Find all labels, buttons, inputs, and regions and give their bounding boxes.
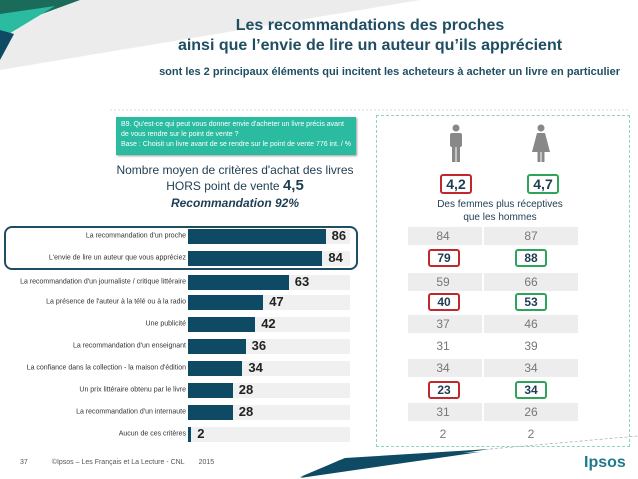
women-average: 4,7 bbox=[527, 174, 559, 194]
bar-row: Une publicité 42 bbox=[0, 314, 360, 334]
woman-icon bbox=[532, 124, 550, 162]
bar bbox=[188, 229, 326, 244]
women-value: 34 bbox=[515, 381, 547, 399]
bar-label: La recommandation d'un journaliste / cri… bbox=[20, 278, 186, 286]
bar-row: La recommandation d'un proche 86 bbox=[0, 226, 360, 246]
bar-label: La recommandation d'un internaute bbox=[76, 408, 186, 416]
table-cell-bg bbox=[408, 315, 482, 333]
bar-label: Un prix littéraire obtenu par le livre bbox=[79, 386, 186, 394]
men-value: 2 bbox=[439, 427, 447, 441]
page-number: 37 bbox=[20, 459, 28, 466]
men-value: 34 bbox=[436, 361, 450, 375]
recommendation-rate: Recommandation 92% bbox=[170, 196, 300, 210]
question-text: B9. Qu'est-ce qui peut vous donner envie… bbox=[121, 121, 344, 138]
bar-value: 36 bbox=[251, 338, 267, 353]
table-cell-bg bbox=[484, 273, 578, 291]
table-cell-bg bbox=[484, 227, 578, 245]
table-cell-bg bbox=[408, 403, 482, 421]
bar-value: 86 bbox=[331, 228, 347, 243]
men-value: 31 bbox=[436, 339, 450, 353]
title-line-2: ainsi que l’envie de lire un auteur qu’i… bbox=[177, 37, 563, 54]
average-criteria: Nombre moyen de critères d'achat des liv… bbox=[110, 162, 360, 194]
table-cell-bg bbox=[408, 273, 482, 291]
gender-note-2: que les hommes bbox=[463, 212, 537, 223]
gender-panel bbox=[376, 115, 630, 447]
footer: 37 ©Ipsos – Les Français et La Lecture - … bbox=[20, 459, 214, 466]
table-cell-bg bbox=[484, 359, 578, 377]
bar bbox=[188, 361, 243, 376]
bar bbox=[188, 275, 289, 290]
footer-year: 2015 bbox=[198, 459, 215, 466]
women-value: 46 bbox=[524, 317, 538, 331]
women-value: 88 bbox=[515, 249, 547, 267]
men-value: 59 bbox=[436, 275, 450, 289]
bar-value: 34 bbox=[248, 360, 263, 375]
women-value: 87 bbox=[524, 229, 538, 243]
table-cell-bg bbox=[484, 315, 578, 333]
bar bbox=[188, 383, 233, 398]
gender-note-1: Des femmes plus réceptives bbox=[437, 199, 563, 210]
bar bbox=[188, 339, 246, 354]
bar-value: 2 bbox=[197, 426, 205, 441]
women-value: 26 bbox=[524, 405, 538, 419]
bar-label: L'envie de lire un auteur que vous appré… bbox=[48, 254, 186, 262]
men-value: 37 bbox=[436, 317, 450, 331]
bar-value: 28 bbox=[238, 404, 254, 419]
footer-source: ©Ipsos – Les Français et La Lecture - CN… bbox=[51, 459, 185, 466]
bar bbox=[188, 317, 256, 332]
women-value: 34 bbox=[524, 361, 538, 375]
table-cell-bg bbox=[408, 359, 482, 377]
bar bbox=[188, 427, 192, 442]
women-value: 2 bbox=[527, 427, 535, 441]
bar bbox=[188, 251, 323, 266]
gender-note: Des femmes plus réceptives que les hommes bbox=[380, 198, 620, 224]
bar-row: L'envie de lire un auteur que vous appré… bbox=[0, 248, 360, 268]
question-base: Base : Choisit un livre avant de se rend… bbox=[121, 141, 351, 148]
bar-label: Aucun de ces critères bbox=[118, 430, 186, 438]
highlight-frame bbox=[4, 226, 358, 270]
ipsos-logo: Ipsos bbox=[584, 454, 626, 471]
men-value: 79 bbox=[428, 249, 460, 267]
bar bbox=[188, 405, 233, 420]
avg-label-2: HORS point de vente bbox=[166, 179, 280, 193]
avg-value: 4,5 bbox=[282, 177, 304, 194]
men-average: 4,2 bbox=[440, 174, 472, 194]
table-cell-bg bbox=[484, 403, 578, 421]
bar-row: La recommandation d'un internaute 28 bbox=[0, 402, 360, 422]
bar-value: 63 bbox=[294, 274, 310, 289]
page-title: Les recommandations des proches ainsi que… bbox=[120, 16, 620, 56]
man-icon bbox=[450, 124, 462, 162]
bar-row: La recommandation d'un journaliste / cri… bbox=[0, 272, 360, 292]
question-box: B9. Qu'est-ce qui peut vous donner envie… bbox=[116, 117, 356, 155]
bar-track bbox=[188, 427, 350, 442]
bar-label: La recommandation d'un enseignant bbox=[72, 342, 186, 350]
bar-label: La présence de l'auteur à la télé ou à l… bbox=[46, 298, 186, 306]
bar-value: 84 bbox=[328, 250, 343, 265]
women-value: 66 bbox=[524, 275, 538, 289]
men-value: 84 bbox=[436, 229, 450, 243]
avg-label-1: Nombre moyen de critères d'achat des liv… bbox=[116, 163, 354, 177]
subtitle: sont les 2 principaux éléments qui incit… bbox=[159, 66, 620, 78]
table-cell-bg bbox=[408, 227, 482, 245]
bar bbox=[188, 295, 264, 310]
bar-row: Aucun de ces critères 2 bbox=[0, 424, 360, 444]
bar-label: La confiance dans la collection - la mai… bbox=[26, 364, 186, 372]
men-value: 40 bbox=[428, 293, 460, 311]
bar-value: 42 bbox=[261, 316, 276, 331]
bar-row: La confiance dans la collection - la mai… bbox=[0, 358, 360, 378]
bar-label: La recommandation d'un proche bbox=[85, 232, 186, 240]
bar-value: 28 bbox=[238, 382, 254, 397]
bar-value: 47 bbox=[269, 294, 284, 309]
men-value: 23 bbox=[428, 381, 460, 399]
women-value: 53 bbox=[515, 293, 547, 311]
women-value: 39 bbox=[524, 339, 538, 353]
bar-row: Un prix littéraire obtenu par le livre 28 bbox=[0, 380, 360, 400]
bar-row: La recommandation d'un enseignant 36 bbox=[0, 336, 360, 356]
bar-row: La présence de l'auteur à la télé ou à l… bbox=[0, 292, 360, 312]
bar-label: Une publicité bbox=[145, 320, 186, 328]
men-value: 31 bbox=[436, 405, 450, 419]
title-line-1: Les recommandations des proches bbox=[235, 17, 505, 34]
